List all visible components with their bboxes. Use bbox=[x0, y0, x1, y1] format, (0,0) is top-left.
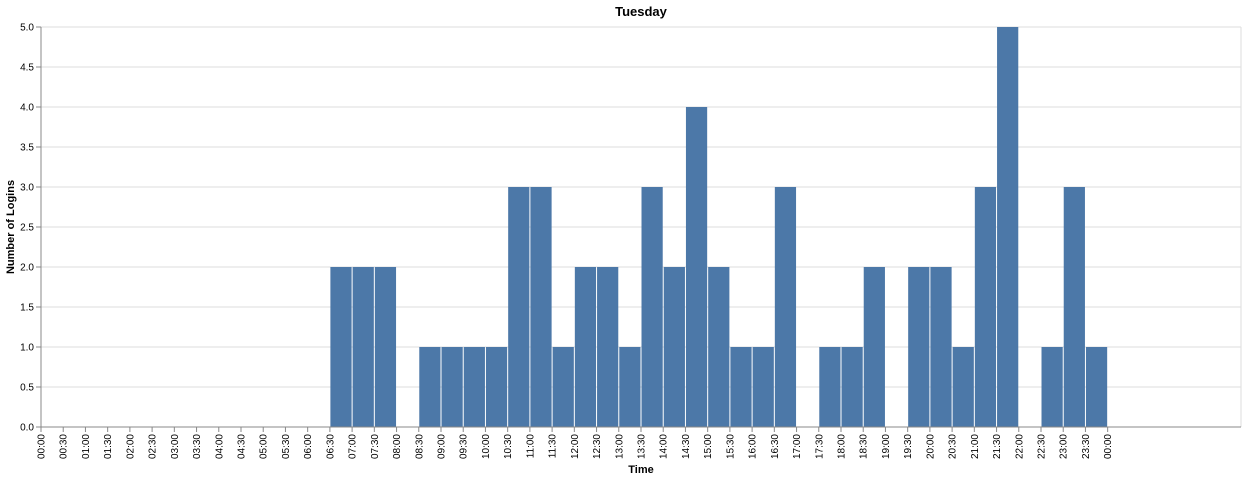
x-tick-label: 12:00 bbox=[570, 434, 581, 459]
x-tick-label: 00:00 bbox=[1103, 434, 1114, 459]
bar bbox=[330, 267, 352, 427]
axes: 0.0 0.5 1.0 1.5 2.0 2.5 3.0 3.5 4.0 4.5 5.0 00:00 00… bbox=[20, 23, 1241, 459]
x-tick-label: 19:00 bbox=[881, 434, 892, 459]
x-tick-label: 10:00 bbox=[481, 434, 492, 459]
x-tick-label: 23:00 bbox=[1059, 434, 1070, 459]
x-tick-label: 08:00 bbox=[392, 434, 403, 459]
x-tick-label: 06:00 bbox=[303, 434, 314, 459]
x-tick-label: 13:00 bbox=[614, 434, 625, 459]
bar bbox=[708, 267, 730, 427]
x-tick-label: 17:00 bbox=[792, 434, 803, 459]
chart-title: Tuesday bbox=[615, 4, 668, 19]
y-tick-label: 3.0 bbox=[20, 183, 34, 194]
grid bbox=[41, 26, 1242, 428]
bar bbox=[841, 347, 863, 427]
bar bbox=[663, 267, 685, 427]
x-tick-label: 03:30 bbox=[192, 434, 203, 459]
x-tick-label: 17:30 bbox=[814, 434, 825, 459]
x-tick-label: 21:30 bbox=[992, 434, 1003, 459]
bars bbox=[330, 27, 1108, 427]
bar bbox=[930, 267, 952, 427]
bar bbox=[463, 347, 485, 427]
x-tick-label: 07:00 bbox=[348, 434, 359, 459]
x-tick-label: 14:30 bbox=[681, 434, 692, 459]
bar bbox=[997, 27, 1019, 427]
x-tick-label: 15:00 bbox=[703, 434, 714, 459]
x-tick-label: 12:30 bbox=[592, 434, 603, 459]
bar bbox=[552, 347, 574, 427]
x-tick-label: 00:30 bbox=[59, 434, 70, 459]
bar bbox=[485, 347, 508, 427]
x-tick-label: 14:00 bbox=[659, 434, 670, 459]
bar bbox=[974, 187, 997, 427]
y-tick-label: 5.0 bbox=[20, 23, 34, 34]
bar bbox=[1041, 347, 1063, 427]
x-tick-label: 10:30 bbox=[503, 434, 514, 459]
x-tick-label: 04:00 bbox=[214, 434, 225, 459]
bar bbox=[752, 347, 774, 427]
y-tick-label: 0.0 bbox=[20, 423, 34, 434]
bar bbox=[508, 187, 530, 427]
x-tick-label: 03:00 bbox=[170, 434, 181, 459]
x-tick-label: 00:00 bbox=[37, 434, 48, 459]
bar bbox=[730, 347, 752, 427]
bar bbox=[952, 347, 974, 427]
x-tick-label: 16:00 bbox=[748, 434, 759, 459]
x-tick-label: 06:30 bbox=[325, 434, 336, 459]
bar bbox=[641, 187, 663, 427]
bar bbox=[685, 107, 708, 427]
x-tick-label: 22:00 bbox=[1014, 434, 1025, 459]
bar bbox=[908, 267, 930, 427]
y-tick-label: 2.0 bbox=[20, 263, 34, 274]
y-tick-label: 1.0 bbox=[20, 343, 34, 354]
y-tick-label: 3.5 bbox=[20, 143, 34, 154]
y-axis-title: Number of Logins bbox=[5, 180, 17, 274]
x-tick-label: 20:00 bbox=[925, 434, 936, 459]
x-tick-label: 09:00 bbox=[437, 434, 448, 459]
bar bbox=[441, 347, 463, 427]
x-tick-label: 05:30 bbox=[281, 434, 292, 459]
x-tick-label: 18:30 bbox=[859, 434, 870, 459]
bar bbox=[574, 267, 597, 427]
x-tick-label: 05:00 bbox=[259, 434, 270, 459]
x-tick-label: 19:30 bbox=[903, 434, 914, 459]
x-tick-label: 22:30 bbox=[1037, 434, 1048, 459]
x-tick-label: 11:30 bbox=[548, 434, 559, 459]
bar bbox=[419, 347, 441, 427]
bar bbox=[374, 267, 397, 427]
bar bbox=[597, 267, 619, 427]
x-tick-label: 02:30 bbox=[148, 434, 159, 459]
x-tick-label: 16:30 bbox=[770, 434, 781, 459]
x-tick-label: 08:30 bbox=[414, 434, 425, 459]
x-tick-label: 09:30 bbox=[459, 434, 470, 459]
x-tick-label: 01:00 bbox=[81, 434, 92, 459]
x-tick-label: 01:30 bbox=[103, 434, 114, 459]
y-tick-label: 0.5 bbox=[20, 383, 34, 394]
bar bbox=[1063, 187, 1085, 427]
y-tick-label: 4.5 bbox=[20, 63, 34, 74]
bar bbox=[530, 187, 552, 427]
x-tick-label: 07:30 bbox=[370, 434, 381, 459]
x-tick-label: 23:30 bbox=[1081, 434, 1092, 459]
x-tick-label: 20:30 bbox=[948, 434, 959, 459]
x-tick-label: 11:00 bbox=[525, 434, 536, 459]
bar bbox=[774, 187, 797, 427]
x-tick-label: 18:00 bbox=[837, 434, 848, 459]
x-tick-label: 02:00 bbox=[125, 434, 136, 459]
y-tick-label: 1.5 bbox=[20, 303, 34, 314]
x-tick-label: 04:30 bbox=[237, 434, 248, 459]
x-tick-label: 13:30 bbox=[637, 434, 648, 459]
bar bbox=[863, 267, 885, 427]
y-tick-label: 4.0 bbox=[20, 103, 34, 114]
bar bbox=[1085, 347, 1108, 427]
x-axis-title: Time bbox=[628, 464, 653, 476]
bar bbox=[352, 267, 374, 427]
y-tick-label: 2.5 bbox=[20, 223, 34, 234]
bar bbox=[819, 347, 841, 427]
x-tick-label: 21:00 bbox=[970, 434, 981, 459]
x-tick-label: 15:30 bbox=[725, 434, 736, 459]
bar bbox=[619, 347, 641, 427]
